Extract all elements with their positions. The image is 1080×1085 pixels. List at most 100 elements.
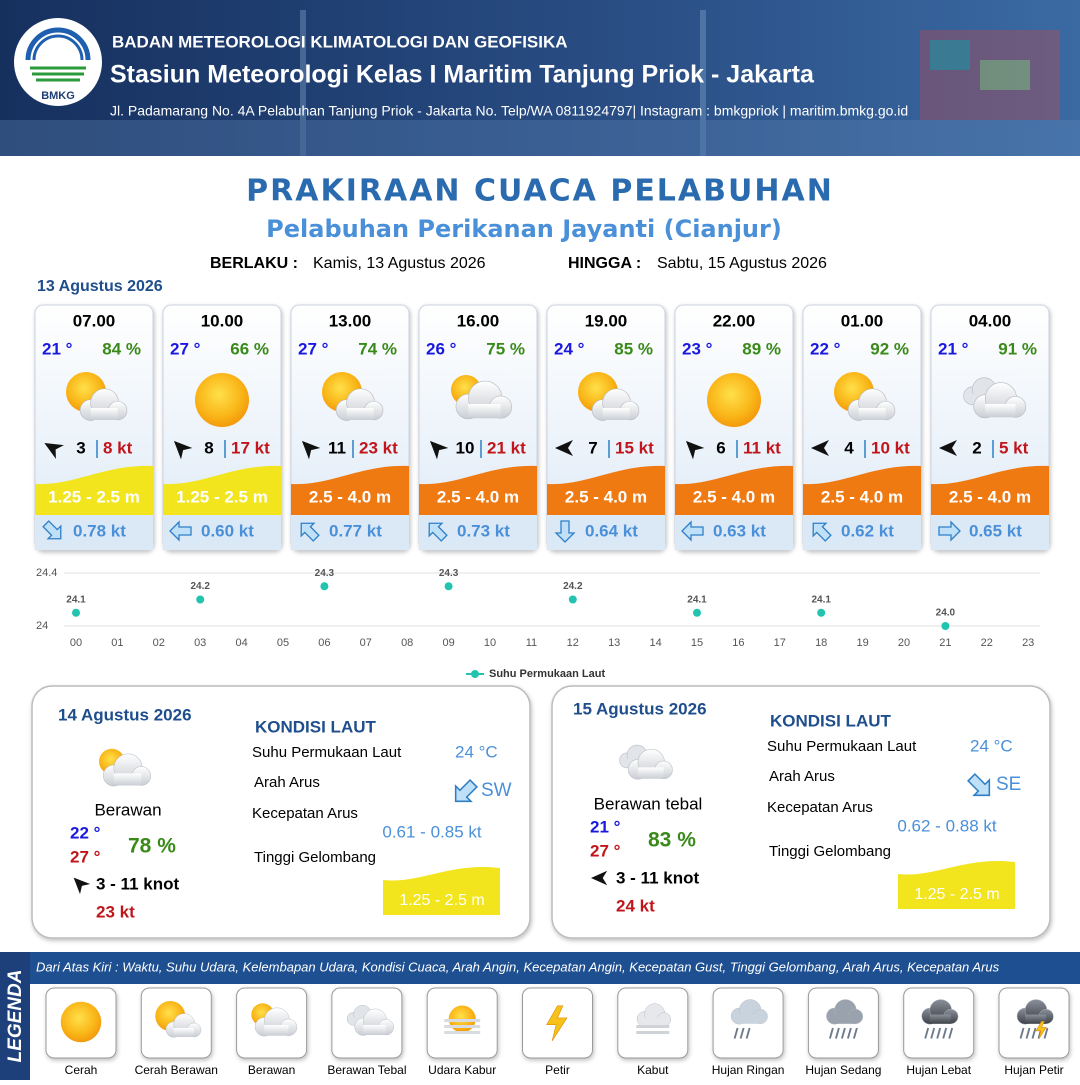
cloud — [79, 388, 128, 421]
sea-label: Suhu Permukaan Laut — [767, 738, 917, 755]
cloud-part — [346, 408, 374, 420]
x-tick-label: 07 — [360, 637, 372, 649]
forecast-humidity: 91 % — [998, 339, 1037, 358]
data-label: 24.1 — [687, 594, 707, 605]
weather-icon — [546, 1005, 568, 1042]
current-speed: 0.60 kt — [201, 521, 254, 540]
current-speed: 0.77 kt — [329, 521, 382, 540]
wave-band — [291, 465, 409, 515]
current-speed: 0.65 kt — [969, 521, 1022, 540]
y-tick-label: 24.4 — [36, 567, 57, 579]
sea-dir: SE — [996, 774, 1021, 795]
legend-item: Berawan Tebal — [327, 1063, 406, 1077]
wave-height: 2.5 - 4.0 m — [565, 487, 647, 506]
wave-height: 1.25 - 2.5 m — [48, 487, 140, 506]
bolt — [546, 1005, 568, 1042]
weather-icon — [251, 1003, 298, 1037]
rain — [930, 1027, 936, 1039]
cloud-part — [468, 404, 501, 419]
wind-speed: 7 — [588, 438, 597, 457]
weather-icon — [921, 999, 959, 1039]
sea-wave: 1.25 - 2.5 m — [914, 886, 999, 903]
rain — [840, 1027, 846, 1039]
weather-icon — [636, 1003, 672, 1034]
x-tick-label: 03 — [194, 637, 206, 649]
cloud — [973, 382, 1027, 419]
sea-sst: 24 °C — [970, 736, 1013, 755]
forecast-temp: 23 ° — [682, 339, 713, 358]
weather-icon — [195, 373, 249, 427]
logo-text: BMKG — [41, 90, 75, 102]
cloud — [591, 388, 640, 421]
day-date: 15 Agustus 2026 — [573, 699, 707, 718]
sst-point — [444, 582, 453, 591]
rain — [834, 1027, 840, 1039]
cloud — [847, 388, 896, 421]
wind-speed: 10 — [456, 438, 475, 457]
x-tick-label: 00 — [70, 637, 82, 649]
cloud — [335, 388, 384, 421]
day-temp-min: 22 ° — [70, 823, 101, 842]
legend-stripe — [0, 952, 30, 1080]
wind-arrow — [173, 440, 193, 460]
day-condition: Berawan — [94, 800, 161, 819]
validity-date: Kamis, 13 Agustus 2026 — [313, 255, 486, 272]
sst-point — [196, 595, 205, 604]
gust-speed: 10 kt — [871, 438, 910, 457]
wind-arrow — [73, 877, 91, 895]
x-tick-label: 11 — [526, 637, 537, 649]
forecast-time: 07.00 — [73, 311, 116, 330]
header-decoration — [0, 10, 1080, 156]
weather-icon — [155, 1001, 202, 1038]
wave-band — [898, 860, 1015, 909]
cloud — [921, 999, 959, 1025]
forecast-temp: 26 ° — [426, 339, 457, 358]
forecast-humidity: 89 % — [742, 339, 781, 358]
forecast-temp: 27 ° — [170, 339, 201, 358]
cloud-part — [363, 1025, 386, 1036]
day-box — [31, 685, 531, 939]
sst-point — [72, 608, 80, 617]
forecast-humidity: 84 % — [102, 339, 141, 358]
x-tick-label: 10 — [484, 637, 496, 649]
rain — [1019, 1027, 1025, 1039]
x-tick-label: 14 — [649, 637, 661, 649]
cloud — [254, 1007, 298, 1037]
wave-band — [931, 465, 1049, 515]
cloud — [165, 1013, 202, 1038]
cloud-part — [834, 1014, 856, 1024]
x-tick-label: 01 — [111, 637, 123, 649]
rain — [733, 1027, 739, 1039]
title: PRAKIRAAN CUACA PELABUHAN — [246, 174, 834, 209]
legend-item: Cerah Berawan — [135, 1063, 218, 1077]
validity-date: Sabtu, 15 Agustus 2026 — [657, 255, 827, 272]
wave-band — [163, 465, 281, 515]
legend-item: Hujan Ringan — [712, 1063, 785, 1077]
gust-speed: 15 kt — [615, 438, 654, 457]
current-speed: 0.78 kt — [73, 521, 126, 540]
sea-sst: 24 °C — [455, 742, 498, 761]
x-tick-label: 02 — [153, 637, 165, 649]
wind-speed: 3 — [76, 438, 85, 457]
weather-icon — [346, 1005, 395, 1036]
cloud — [627, 748, 673, 780]
legend-item: Hujan Sedang — [805, 1063, 881, 1077]
x-tick-label: 12 — [567, 637, 579, 649]
wind-speed: 2 — [972, 438, 981, 457]
x-tick-label: 23 — [1022, 637, 1034, 649]
data-label: 24.3 — [439, 568, 459, 579]
forecast-time: 13.00 — [329, 311, 372, 330]
wave-band — [675, 465, 793, 515]
cloud-part — [929, 1014, 951, 1024]
wind-arrow — [811, 440, 829, 456]
legend-label: Suhu Permukaan Laut — [489, 668, 605, 680]
x-tick-label: 06 — [318, 637, 330, 649]
weather-icon — [578, 372, 640, 421]
weather-icon — [99, 748, 151, 787]
forecast-temp: 21 ° — [42, 339, 73, 358]
wave-height: 2.5 - 4.0 m — [821, 487, 903, 506]
x-tick-label: 05 — [277, 637, 289, 649]
current-arrow — [428, 522, 448, 542]
